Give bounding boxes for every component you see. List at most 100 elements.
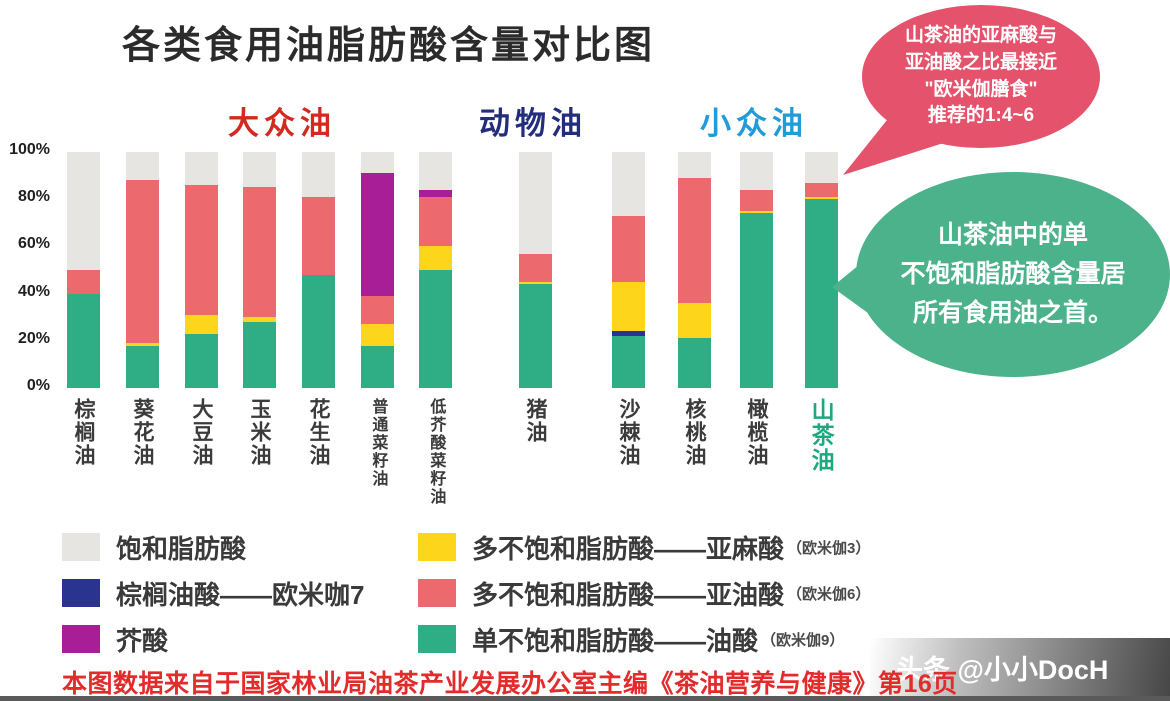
- bar-segment-oleic: [611, 336, 645, 388]
- bar-segment-oleic: [66, 293, 100, 388]
- x-label-oil-4: 玉米油: [248, 398, 272, 467]
- x-label-oil-3: 大豆油: [190, 398, 214, 467]
- bar-segment-linolenic: [804, 196, 838, 200]
- legend-item-linolenic: 多不饱和脂肪酸——亚麻酸 （欧米伽3）: [418, 532, 871, 564]
- bar-segment-linolenic: [184, 314, 218, 334]
- bar-segment-oleic: [184, 333, 218, 388]
- x-label-oil-5: 花生油: [307, 398, 331, 467]
- red-bubble-text: 山茶油的亚麻酸与 亚油酸之比最接近 "欧米伽膳食" 推荐的1:4~6: [904, 25, 1057, 127]
- bar-oil-12: [804, 152, 838, 388]
- bar-segment-saturated: [804, 152, 838, 183]
- watermark-text: 头条 @小小DocH: [896, 654, 1109, 685]
- red-bubble: 山茶油的亚麻酸与 亚油酸之比最接近 "欧米伽膳食" 推荐的1:4~6: [862, 5, 1100, 148]
- bar-segment-oleic: [739, 213, 773, 388]
- bar-segment-saturated: [301, 152, 335, 197]
- bar-segment-linolenic: [418, 246, 452, 270]
- legend-suffix: （欧米伽6）: [787, 585, 871, 603]
- bar-segment-linoleic: [242, 187, 276, 318]
- x-label-oil-2: 葵花油: [131, 398, 155, 467]
- bar-segment-saturated: [125, 152, 159, 181]
- plot-area: [62, 152, 862, 388]
- x-label-oil-1: 棕榈油: [72, 398, 96, 467]
- legend-column-right: 多不饱和脂肪酸——亚麻酸 （欧米伽3） 多不饱和脂肪酸——亚油酸 （欧米伽6） …: [418, 532, 870, 670]
- bottom-strip: [0, 696, 1170, 701]
- erucic-swatch-icon: [62, 625, 100, 653]
- linolenic-swatch-icon: [418, 533, 456, 561]
- legend-label: 多不饱和脂肪酸——亚油酸: [472, 579, 785, 610]
- bar-segment-linoleic: [360, 295, 394, 325]
- x-label-oil-7: 低芥酸菜籽油: [427, 398, 445, 506]
- bar-segment-linolenic: [360, 324, 394, 346]
- saturated-swatch-icon: [62, 533, 100, 561]
- bar-segment-linolenic: [125, 343, 159, 346]
- legend-suffix: （欧米伽3）: [787, 539, 871, 557]
- bar-segment-linoleic: [125, 180, 159, 344]
- bar-segment-oleic: [518, 284, 552, 388]
- bar-segment-saturated: [184, 152, 218, 186]
- bar-segment-saturated: [739, 152, 773, 190]
- bar-segment-saturated: [360, 152, 394, 174]
- x-label-oil-9: 沙棘油: [617, 398, 641, 467]
- bar-segment-oleic: [125, 345, 159, 388]
- palmitoleic-swatch-icon: [62, 579, 100, 607]
- bar-segment-oleic: [360, 345, 394, 388]
- bar-segment-linolenic: [677, 303, 711, 339]
- legend-item-erucic: 芥酸: [62, 624, 367, 656]
- bar-oil-8: [518, 152, 552, 388]
- bar-segment-linolenic: [739, 211, 773, 214]
- y-tick: 60%: [17, 235, 50, 253]
- bar-segment-oleic: [301, 274, 335, 388]
- bar-oil-9: [611, 152, 645, 388]
- bar-segment-oleic: [418, 270, 452, 388]
- legend-column-left: 饱和脂肪酸 棕榈油酸——欧米咖7 芥酸: [62, 532, 367, 670]
- x-label-oil-12: 山茶油: [808, 398, 835, 473]
- legend-item-linoleic: 多不饱和脂肪酸——亚油酸 （欧米伽6）: [418, 578, 871, 610]
- bar-segment-palmitoleic: [611, 331, 645, 337]
- bar-segment-linoleic: [301, 196, 335, 275]
- legend-label: 单不饱和脂肪酸——油酸: [472, 625, 759, 656]
- bar-segment-saturated: [677, 152, 711, 178]
- green-bubble: 山茶油中的单 不饱和脂肪酸含量居 所有食用油之首。: [856, 172, 1170, 377]
- bar-segment-linolenic: [518, 281, 552, 285]
- bar-segment-erucic: [360, 173, 394, 296]
- legend: 饱和脂肪酸 棕榈油酸——欧米咖7 芥酸 多不饱和脂肪酸——亚麻酸 （欧米伽3）: [0, 532, 1170, 672]
- linoleic-swatch-icon: [418, 579, 456, 607]
- bar-segment-oleic: [677, 338, 711, 388]
- bar-segment-oleic: [804, 199, 838, 388]
- bar-oil-7: [418, 152, 452, 388]
- x-label-oil-10: 核桃油: [683, 398, 707, 467]
- x-axis-labels: 棕榈油 葵花油 大豆油 玉米油 花生油 普通菜籽油 低芥酸菜籽油 猪油 沙棘油 核桃油 橄榄油 山茶油: [62, 398, 862, 533]
- source-note: 本图数据来自于国家林业局油茶产业发展办公室主编《茶油营养与健康》第16页: [62, 670, 958, 698]
- bar-segment-saturated: [518, 152, 552, 254]
- x-label-oil-11: 橄榄油: [745, 398, 769, 467]
- bar-oil-3: [184, 152, 218, 388]
- bar-segment-saturated: [611, 152, 645, 216]
- group-label-niche-oils: 小众油: [700, 106, 808, 141]
- bar-segment-linoleic: [611, 215, 645, 282]
- y-tick: 80%: [17, 188, 50, 206]
- bar-segment-linoleic: [804, 182, 838, 197]
- y-tick: 40%: [17, 282, 50, 300]
- bar-segment-linoleic: [518, 253, 552, 282]
- bar-segment-saturated: [242, 152, 276, 188]
- bar-segment-linolenic: [611, 281, 645, 332]
- bar-oil-10: [677, 152, 711, 388]
- y-tick: 0%: [26, 377, 50, 394]
- bar-oil-4: [242, 152, 276, 388]
- y-tick: 100%: [9, 141, 50, 158]
- bar-oil-6: [360, 152, 394, 388]
- green-bubble-text: 山茶油中的单 不饱和脂肪酸含量居 所有食用油之首。: [900, 221, 1126, 327]
- bar-segment-saturated: [418, 152, 452, 190]
- legend-suffix: （欧米伽9）: [761, 631, 845, 649]
- bar-segment-erucic: [418, 189, 452, 197]
- bar-oil-2: [125, 152, 159, 388]
- y-axis: 100% 80% 60% 40% 20% 0%: [0, 141, 56, 394]
- bar-segment-linoleic: [739, 189, 773, 212]
- legend-label: 棕榈油酸——欧米咖7: [116, 579, 365, 610]
- group-label-animal-oils: 动物油: [479, 106, 587, 141]
- x-label-oil-8: 猪油: [524, 398, 548, 444]
- bar-segment-linoleic: [418, 196, 452, 247]
- legend-label: 芥酸: [116, 625, 169, 656]
- oleic-swatch-icon: [418, 625, 456, 653]
